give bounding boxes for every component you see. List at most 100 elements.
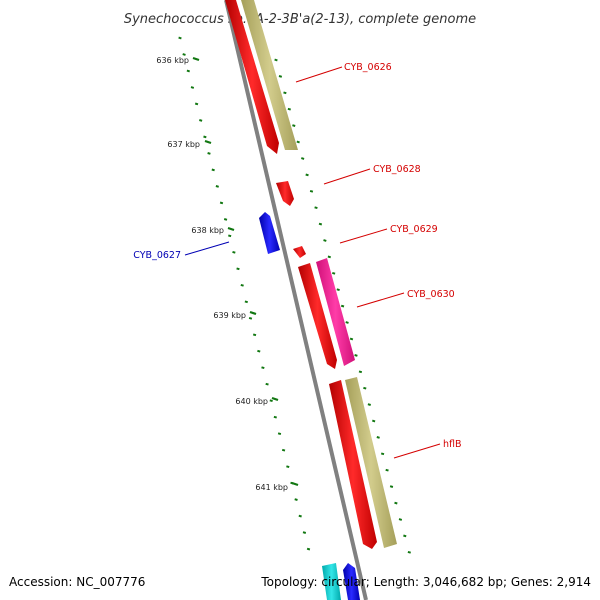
tick-label: 640 kbp <box>235 397 268 406</box>
tick-dot <box>394 501 398 505</box>
tick-dot <box>332 271 336 275</box>
tick-dot <box>281 448 286 452</box>
tick-marks <box>178 36 411 554</box>
tick-dot <box>286 465 290 469</box>
gene-label[interactable]: hflB <box>443 439 462 450</box>
tick-dot <box>178 36 182 40</box>
tick-label: 639 kbp <box>213 311 246 320</box>
tick-dot <box>223 218 228 221</box>
gene-label[interactable]: CYB_0629 <box>390 224 438 235</box>
tick-dot <box>336 288 340 292</box>
callout-line <box>295 66 343 83</box>
tick-dot <box>194 102 199 106</box>
gene-feature[interactable] <box>343 563 360 600</box>
tick-dot <box>261 366 265 370</box>
tick-dot <box>236 267 240 271</box>
features <box>225 0 397 600</box>
rna-feature <box>241 0 298 150</box>
tick-major <box>271 396 279 402</box>
callout-line <box>323 168 371 185</box>
gene-label[interactable]: CYB_0626 <box>344 62 392 73</box>
tick-dot <box>301 157 305 160</box>
callout-line <box>393 443 441 459</box>
tick-dot <box>389 485 394 488</box>
tick-dot <box>318 222 323 226</box>
tick-dot <box>273 415 277 419</box>
tick-dot <box>323 239 327 242</box>
tick-dot <box>358 370 363 374</box>
gene-cyb-0629[interactable] <box>293 246 306 258</box>
tick-dot <box>207 152 211 155</box>
tick-dot <box>314 206 318 210</box>
tick-dot <box>296 140 300 144</box>
rna-feature <box>345 377 397 548</box>
gene-feature[interactable] <box>298 263 337 369</box>
genome-summary: Topology: circular; Length: 3,046,682 bp… <box>260 575 591 589</box>
tick-dot <box>283 91 287 95</box>
tick-dot <box>407 550 411 554</box>
tick-dot <box>215 185 219 188</box>
tick-dot <box>298 514 302 518</box>
tick-dot <box>274 58 278 62</box>
kbp-scale: 636 kbp 637 kbp 638 kbp 639 kbp 640 kbp … <box>156 56 299 492</box>
tick-dot <box>354 354 358 357</box>
tick-dot <box>240 283 244 287</box>
tick-label: 637 kbp <box>167 140 200 149</box>
tick-dot <box>363 386 367 390</box>
gene-cyb-0626[interactable] <box>225 0 279 154</box>
tick-dot <box>376 436 380 439</box>
tick-dot <box>349 337 354 341</box>
gene-cyb-0627[interactable] <box>259 212 280 254</box>
tick-dot <box>398 518 403 521</box>
tick-label: 636 kbp <box>156 56 189 65</box>
tick-label: 641 kbp <box>255 483 288 492</box>
tick-dot <box>278 75 283 78</box>
tick-dot <box>403 534 407 538</box>
tick-major <box>204 139 212 145</box>
tick-dot <box>345 321 349 324</box>
tick-dot <box>294 498 298 501</box>
tick-dot <box>385 468 389 472</box>
gene-hflb[interactable] <box>329 380 377 549</box>
genome-backbone <box>224 0 368 600</box>
tick-dot <box>309 189 314 193</box>
callout-line <box>356 292 405 308</box>
tick-dot <box>190 86 195 89</box>
tick-dot <box>340 304 345 308</box>
gene-label[interactable]: CYB_0627 <box>133 250 181 261</box>
tick-dot <box>287 107 291 111</box>
tick-dot <box>380 452 385 456</box>
tick-dot <box>228 234 232 238</box>
gene-cyb-0628[interactable] <box>276 181 294 206</box>
gene-label[interactable]: CYB_0630 <box>407 289 455 300</box>
tick-dot <box>327 255 331 259</box>
tick-label: 638 kbp <box>191 226 224 235</box>
tick-major <box>192 56 200 62</box>
tick-dot <box>257 349 261 353</box>
gene-feature[interactable] <box>322 563 341 600</box>
tick-dot <box>199 119 203 122</box>
tick-dot <box>211 168 215 172</box>
gene-label[interactable]: CYB_0628 <box>373 164 421 175</box>
gene-cyb-0630[interactable] <box>316 258 355 366</box>
tick-major <box>249 310 257 316</box>
tick-major <box>291 481 299 487</box>
map-title: Synechococcus sp. JA-2-3B'a(2-13), compl… <box>124 12 476 27</box>
tick-major <box>227 226 235 232</box>
tick-dot <box>269 399 273 403</box>
tick-dot <box>203 135 207 139</box>
tick-dot <box>248 316 253 320</box>
tick-dot <box>372 419 376 423</box>
tick-dot <box>182 53 186 56</box>
tick-dot <box>302 531 307 534</box>
callout-line <box>184 241 230 256</box>
tick-dot <box>252 333 257 337</box>
gene-labels: CYB_0626 CYB_0628 CYB_0629 CYB_0630 hflB… <box>133 62 461 450</box>
tick-dot <box>244 300 248 304</box>
tick-dot <box>186 69 190 73</box>
tick-dot <box>265 382 269 386</box>
tick-dot <box>219 201 224 205</box>
tick-dot <box>305 173 309 177</box>
label-callouts <box>184 66 441 459</box>
